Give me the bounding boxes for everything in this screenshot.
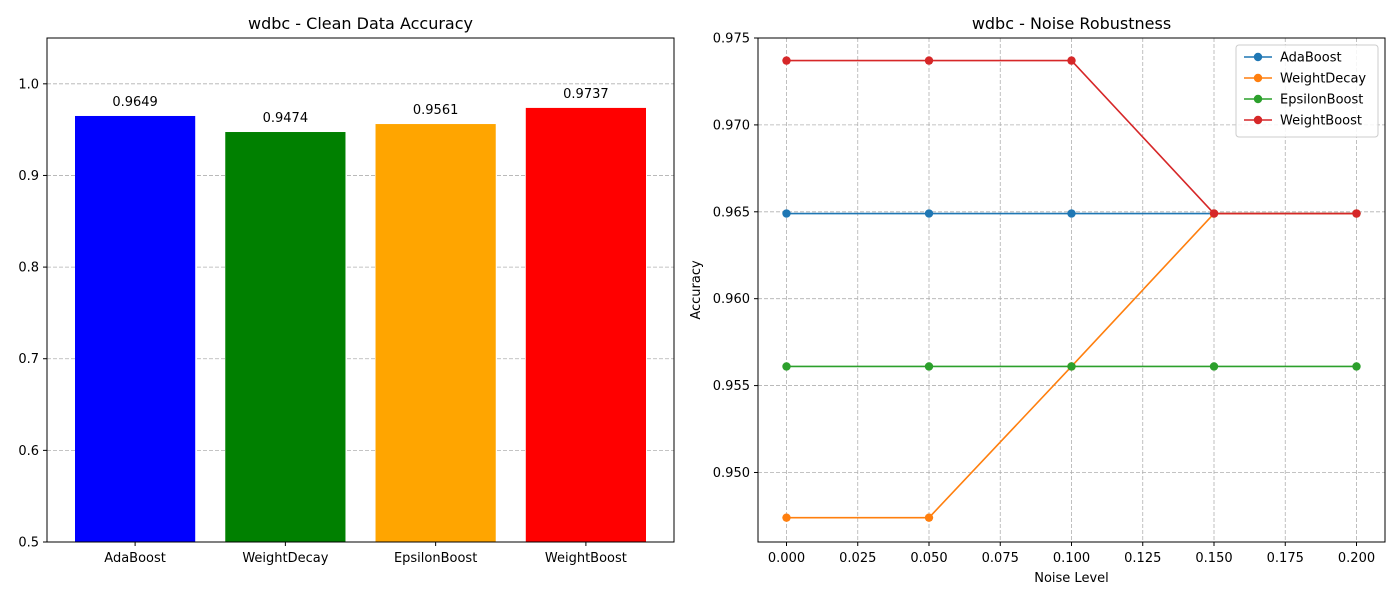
line-chart-x-axis: 0.000 0.025 0.050 0.075 0.100 0.125 0.150 0.175… xyxy=(768,542,1375,566)
series-point-adaboost xyxy=(1067,209,1076,218)
bar-epsilonboost xyxy=(375,124,496,543)
bar-adaboost xyxy=(75,115,196,542)
bar-chart-bars xyxy=(75,107,646,543)
line-chart-x-tick-label: 0.200 xyxy=(1338,551,1375,566)
line-chart-x-tick-label: 0.125 xyxy=(1124,551,1161,566)
series-point-adaboost xyxy=(782,209,791,218)
series-epsilonboost xyxy=(782,362,1361,371)
series-point-weightboost xyxy=(1209,209,1219,218)
series-point-weightboost xyxy=(1067,56,1076,65)
legend-label: AdaBoost xyxy=(1280,51,1342,66)
line-chart-x-tick-label: 0.175 xyxy=(1267,551,1304,566)
series-point-epsilonboost xyxy=(924,362,934,371)
bar-weightdecay xyxy=(225,132,346,542)
bar-chart-y-tick-label: 0.6 xyxy=(18,444,39,459)
legend-label: WeightBoost xyxy=(1280,114,1362,129)
legend-label: EpsilonBoost xyxy=(1280,93,1363,108)
legend-swatch-marker xyxy=(1253,115,1263,125)
line-chart-x-axis-label: Noise Level xyxy=(1034,571,1109,586)
legend-swatch-marker xyxy=(1253,94,1263,104)
line-chart-y-tick-label: 0.975 xyxy=(713,32,750,47)
series-point-weightdecay xyxy=(782,513,791,522)
line-chart-y-axis-label: Accuracy xyxy=(689,260,704,320)
bar-chart-x-axis: AdaBoost WeightDecay EpsilonBoost WeightBoo… xyxy=(104,542,627,566)
bar-chart-title: wdbc - Clean Data Accuracy xyxy=(248,14,473,33)
series-point-weightboost xyxy=(924,56,934,65)
series-weightboost xyxy=(782,56,1361,218)
bar-chart-value-labels: 0.9649 0.9474 0.9561 0.9737 xyxy=(112,87,608,126)
legend-item-adaboost: AdaBoost xyxy=(1244,51,1342,66)
bar-chart-y-tick-label: 0.8 xyxy=(18,261,39,276)
line-chart-y-tick-label: 0.955 xyxy=(713,379,750,394)
series-point-epsilonboost xyxy=(1209,362,1219,371)
legend-item-epsilonboost: EpsilonBoost xyxy=(1244,93,1363,108)
bar-chart-y-tick-label: 0.5 xyxy=(18,536,39,551)
line-chart-y-tick-label: 0.970 xyxy=(713,118,750,133)
line-chart-legend: AdaBoost WeightDecay EpsilonBoost WeightBoo… xyxy=(1235,44,1379,138)
bar-chart-x-tick-label: AdaBoost xyxy=(104,551,166,566)
series-point-epsilonboost xyxy=(1352,362,1361,371)
bar-chart-x-tick-label: WeightDecay xyxy=(242,551,328,566)
series-point-weightdecay xyxy=(924,513,934,522)
line-chart-x-tick-label: 0.075 xyxy=(982,551,1019,566)
bar-chart-y-tick-label: 0.7 xyxy=(18,352,39,367)
line-chart-y-tick-label: 0.965 xyxy=(713,205,750,220)
line-chart-y-tick-label: 0.960 xyxy=(713,292,750,307)
line-chart-x-tick-label: 0.100 xyxy=(1053,551,1090,566)
bar-chart-y-tick-label: 0.9 xyxy=(18,169,39,184)
bar-value-label: 0.9474 xyxy=(263,111,309,126)
series-point-adaboost xyxy=(924,209,934,218)
bar-value-label: 0.9561 xyxy=(413,103,459,118)
line-chart-frame xyxy=(757,37,1386,543)
series-point-weightboost xyxy=(1352,209,1361,218)
legend-swatch-marker xyxy=(1253,52,1263,62)
line-chart-y-tick-label: 0.950 xyxy=(713,466,750,481)
bar-chart-x-tick-label: WeightBoost xyxy=(545,551,627,566)
bar-value-label: 0.9649 xyxy=(112,95,158,110)
bar-value-label: 0.9737 xyxy=(563,87,609,102)
line-chart-y-axis: 0.950 0.955 0.960 0.965 0.970 0.975 xyxy=(713,32,758,481)
bar-chart-panel: wdbc - Clean Data Accuracy 0.50.60.70.80… xyxy=(18,14,675,566)
series-point-epsilonboost xyxy=(1067,362,1076,371)
line-chart-x-tick-label: 0.150 xyxy=(1195,551,1232,566)
bar-chart-y-tick-label: 1.0 xyxy=(18,77,39,92)
series-point-epsilonboost xyxy=(782,362,791,371)
line-chart-x-tick-label: 0.050 xyxy=(910,551,947,566)
line-chart-panel: wdbc - Noise Robustness 0.9500.9550.9600… xyxy=(689,14,1386,586)
line-chart-title: wdbc - Noise Robustness xyxy=(972,14,1171,33)
legend-item-weightdecay: WeightDecay xyxy=(1244,72,1366,87)
legend-swatch-marker xyxy=(1253,73,1263,83)
line-chart-x-tick-label: 0.000 xyxy=(768,551,805,566)
line-chart-series xyxy=(782,56,1361,522)
legend-label: WeightDecay xyxy=(1280,72,1366,87)
legend-box xyxy=(1235,44,1379,138)
bar-chart-x-tick-label: EpsilonBoost xyxy=(394,551,477,566)
bar-chart-y-axis: 0.5 0.6 0.7 0.8 0.9 1.0 xyxy=(18,77,47,551)
legend-item-weightboost: WeightBoost xyxy=(1244,114,1362,129)
bar-weightboost xyxy=(525,107,646,542)
line-chart-x-tick-label: 0.025 xyxy=(839,551,876,566)
series-point-weightboost xyxy=(782,56,791,65)
bar-chart-frame xyxy=(46,37,675,543)
